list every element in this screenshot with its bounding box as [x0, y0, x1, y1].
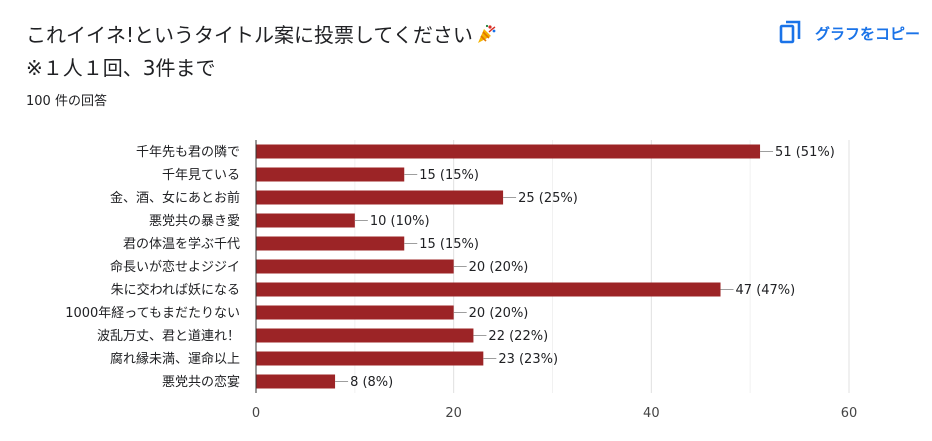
bar[interactable] [256, 167, 405, 182]
bar[interactable] [256, 259, 454, 274]
bar[interactable] [256, 328, 474, 343]
category-label: 千年見ている [162, 168, 240, 183]
x-tick-label: 60 [841, 406, 858, 421]
bar[interactable] [256, 236, 405, 251]
copy-chart-button[interactable]: グラフをコピー [779, 17, 920, 49]
category-label: 金、酒、女にあとお前 [110, 190, 240, 206]
category-label: 命長いが恋せよジジイ [110, 259, 240, 275]
response-count: 100 件の回答 [26, 94, 107, 109]
category-label: 波乱万丈、君と道連れ！ [97, 329, 240, 344]
bar[interactable] [256, 190, 504, 205]
data-label: 8 (8%) [350, 375, 393, 390]
data-label: 20 (20%) [469, 306, 529, 321]
title-line-1: これイイネ!というタイトル案に投票してください [26, 20, 726, 53]
copy-icon [779, 20, 803, 46]
data-label: 20 (20%) [469, 260, 529, 275]
data-label: 15 (15%) [419, 168, 479, 183]
category-label: 君の体温を学ぶ千代 [123, 236, 240, 252]
category-label: 千年先も君の隣で [136, 144, 240, 160]
bar[interactable] [256, 282, 721, 297]
data-label: 51 (51%) [775, 145, 835, 160]
copy-chart-label: グラフをコピー [814, 24, 920, 43]
chart-bars [256, 144, 761, 389]
bar[interactable] [256, 374, 336, 389]
category-label: 悪党共の恋宴 [162, 374, 240, 390]
data-label: 47 (47%) [736, 283, 796, 298]
data-label: 15 (15%) [419, 237, 479, 252]
chart-labels: 51 (51%) 千年先も君の隣で 15 (15%) 千年見ている 25 (25%) 金、… [65, 144, 857, 421]
bar[interactable] [256, 213, 355, 228]
x-tick-label: 20 [445, 406, 462, 421]
data-label: 10 (10%) [370, 214, 430, 229]
data-label: 25 (25%) [518, 191, 578, 206]
category-label: 1000年経ってもまだたりない [65, 306, 240, 321]
bar[interactable] [256, 351, 484, 366]
category-label: 朱に交われば妖になる [111, 282, 240, 298]
question-title: これイイネ!というタイトル案に投票してください ※１人１回、3件まで [26, 20, 726, 83]
x-tick-label: 40 [643, 406, 660, 421]
party-popper-icon [475, 23, 497, 53]
title-line-2: ※１人１回、3件まで [26, 56, 216, 80]
data-label: 22 (22%) [488, 329, 548, 344]
title-text: これイイネ!というタイトル案に投票してください [26, 23, 473, 47]
category-label: 悪党共の暴き愛 [149, 214, 240, 229]
bar[interactable] [256, 305, 454, 320]
data-label: 23 (23%) [498, 352, 558, 367]
category-label: 腐れ縁未満、運命以上 [110, 351, 240, 367]
x-tick-label: 0 [252, 406, 260, 421]
bar[interactable] [256, 144, 761, 159]
